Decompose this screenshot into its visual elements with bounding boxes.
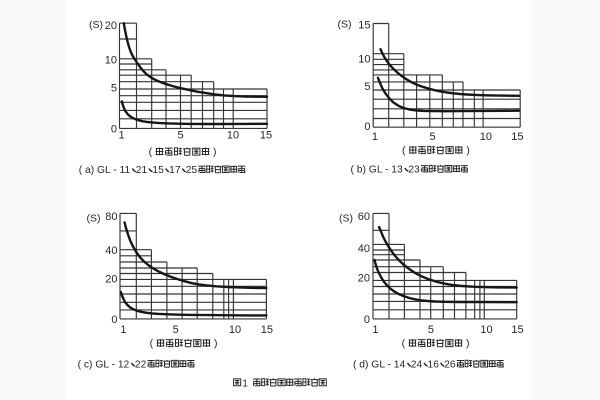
svg-text:40: 40 <box>358 243 370 255</box>
svg-text:(S): (S) <box>89 19 103 31</box>
svg-text:(: ( <box>402 338 406 350</box>
svg-text:17: 17 <box>169 165 181 176</box>
svg-text:22: 22 <box>135 359 147 370</box>
svg-text:5: 5 <box>111 83 117 95</box>
svg-text:25: 25 <box>186 165 198 176</box>
svg-text:10: 10 <box>105 55 117 67</box>
svg-text:21: 21 <box>136 165 148 176</box>
svg-text:1: 1 <box>372 131 378 143</box>
svg-text:(: ( <box>150 338 154 350</box>
svg-text:0: 0 <box>111 314 117 326</box>
svg-text:80: 80 <box>105 211 117 223</box>
svg-text:20: 20 <box>358 272 370 284</box>
svg-text:5: 5 <box>177 130 183 142</box>
svg-text:20: 20 <box>105 273 117 285</box>
svg-text:): ) <box>214 338 218 350</box>
svg-text:1: 1 <box>118 130 124 142</box>
svg-text:1: 1 <box>372 324 378 336</box>
svg-text:5: 5 <box>429 131 435 143</box>
svg-text:(S): (S) <box>338 18 352 30</box>
svg-text:26: 26 <box>444 359 456 370</box>
svg-text:( d) GL - 14: ( d) GL - 14 <box>353 359 406 370</box>
svg-text:60: 60 <box>358 211 370 223</box>
svg-text:): ) <box>466 145 470 157</box>
svg-text:( c) GL - 12: ( c) GL - 12 <box>78 359 130 370</box>
svg-text:15: 15 <box>511 131 523 143</box>
svg-text:16: 16 <box>428 359 440 370</box>
svg-text:40: 40 <box>105 245 117 257</box>
svg-text:(: ( <box>402 145 406 157</box>
svg-text:0: 0 <box>364 121 370 133</box>
svg-text:(S): (S) <box>87 212 101 224</box>
svg-text:5: 5 <box>173 324 179 336</box>
svg-text:10: 10 <box>227 130 239 142</box>
svg-text:): ) <box>213 146 217 158</box>
svg-text:15: 15 <box>358 20 370 32</box>
svg-text:5: 5 <box>364 81 370 93</box>
svg-text:24: 24 <box>411 359 423 370</box>
svg-text:15: 15 <box>511 324 523 336</box>
svg-text:(: ( <box>149 146 153 158</box>
svg-text:5: 5 <box>428 324 434 336</box>
svg-text:1: 1 <box>120 324 126 336</box>
svg-text:20: 20 <box>105 20 117 32</box>
svg-text:0: 0 <box>364 314 370 326</box>
svg-text:10: 10 <box>480 131 492 143</box>
svg-text:(S): (S) <box>339 212 353 224</box>
svg-text:10: 10 <box>229 324 241 336</box>
svg-text:10: 10 <box>480 324 492 336</box>
svg-text:0: 0 <box>111 123 117 135</box>
svg-text:1: 1 <box>242 378 248 389</box>
svg-text:10: 10 <box>358 54 370 66</box>
svg-text:15: 15 <box>261 324 273 336</box>
svg-text:): ) <box>466 338 470 350</box>
svg-text:( a) GL - 11: ( a) GL - 11 <box>79 165 131 176</box>
svg-text:23: 23 <box>408 164 420 175</box>
svg-text:15: 15 <box>152 165 164 176</box>
svg-text:( b) GL - 13: ( b) GL - 13 <box>351 164 404 175</box>
svg-text:15: 15 <box>260 130 272 142</box>
